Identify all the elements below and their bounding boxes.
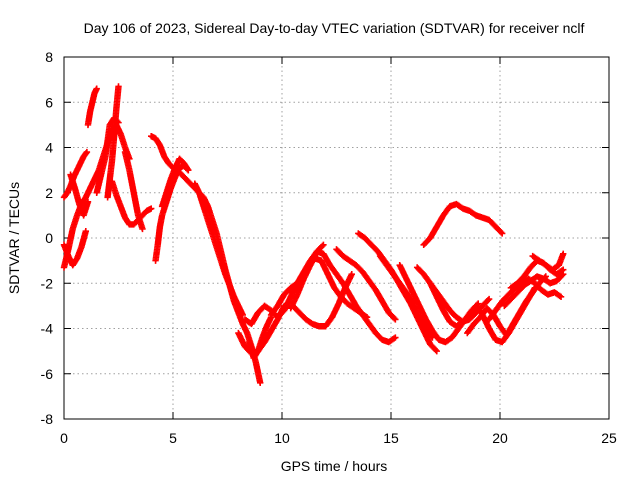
series-seg-p xyxy=(246,313,275,362)
x-tick-label: 15 xyxy=(383,430,399,446)
y-tick-label: 8 xyxy=(45,49,53,65)
series-seg-v xyxy=(355,230,440,355)
series-seg-w xyxy=(376,252,436,341)
data-point xyxy=(82,149,90,157)
data-point xyxy=(391,315,398,322)
data-point xyxy=(185,166,192,174)
data-point xyxy=(148,205,155,212)
series-seg-c xyxy=(60,228,89,269)
series-seg-aa xyxy=(420,200,506,248)
data-point xyxy=(558,272,566,279)
data-point xyxy=(362,313,369,320)
data-point xyxy=(348,271,355,278)
series-seg-ae xyxy=(529,250,567,273)
x-tick-label: 25 xyxy=(601,430,617,446)
series-seg-t xyxy=(287,241,327,312)
chart-title: Day 106 of 2023, Sidereal Day-to-day VTE… xyxy=(84,20,585,36)
y-tick-label: -8 xyxy=(41,411,54,427)
y-tick-label: -4 xyxy=(41,321,54,337)
x-tick-label: 20 xyxy=(492,430,508,446)
data-point xyxy=(115,83,122,90)
y-tick-label: -6 xyxy=(41,366,54,382)
x-axis-label: GPS time / hours xyxy=(281,458,388,474)
axes: 0 5 10 15 20 25 -8 -6 -4 -2 0 2 4 6 8 xyxy=(41,49,617,446)
data-point xyxy=(320,241,327,248)
grid xyxy=(64,57,609,419)
data-point xyxy=(392,316,399,323)
series-seg-e xyxy=(84,85,100,129)
y-tick-label: -2 xyxy=(41,275,54,291)
data-point xyxy=(560,271,567,278)
x-tick-label: 5 xyxy=(169,430,177,446)
data-point xyxy=(84,198,92,205)
data-point xyxy=(257,379,264,386)
data-point xyxy=(497,229,505,236)
series-seg-d xyxy=(67,171,92,219)
data-point xyxy=(319,242,326,250)
data-point xyxy=(498,230,506,237)
series-seg-f xyxy=(93,114,122,196)
y-axis-label: SDTVAR / TECUs xyxy=(6,182,22,294)
data-point xyxy=(484,297,492,304)
series-seg-m xyxy=(191,180,246,319)
data-point xyxy=(557,293,565,301)
data-point xyxy=(239,311,246,319)
series-seg-u xyxy=(333,246,399,323)
series-seg-i xyxy=(121,148,146,233)
data-point xyxy=(556,292,563,300)
data-point xyxy=(83,148,91,156)
data-point xyxy=(363,313,371,321)
series-seg-a xyxy=(60,121,133,271)
data-point xyxy=(93,85,100,92)
y-tick-label: 0 xyxy=(45,230,53,246)
x-tick-label: 0 xyxy=(60,430,68,446)
data-point xyxy=(392,334,399,341)
data-point xyxy=(432,346,439,354)
y-tick-label: 2 xyxy=(45,185,53,201)
series-seg-k xyxy=(152,162,192,264)
series-seg-af xyxy=(501,271,567,310)
y-tick-label: 4 xyxy=(45,140,53,156)
data-points xyxy=(60,83,567,386)
y-tick-label: 6 xyxy=(45,94,53,110)
data-point xyxy=(390,335,398,342)
x-tick-label: 10 xyxy=(274,430,290,446)
data-point xyxy=(139,225,146,233)
data-point xyxy=(560,250,567,258)
data-point xyxy=(433,347,440,355)
data-point xyxy=(485,295,493,303)
data-point xyxy=(82,228,89,235)
series-seg-l xyxy=(158,155,192,210)
